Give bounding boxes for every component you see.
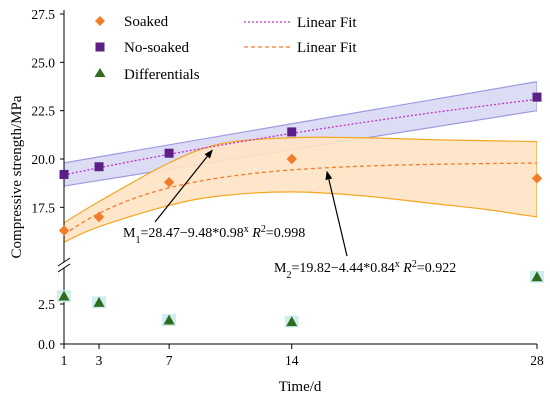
legend-differentials-marker <box>94 68 106 77</box>
legend-item-soaked-fit: Linear Fit <box>244 40 357 56</box>
x-tick-label: 7 <box>166 353 173 368</box>
y-tick-label: 20.0 <box>31 152 55 167</box>
nosoaked-point <box>94 162 104 172</box>
annotation-m1-text: M1=28.47−9.48*0.98x R2=0.998 <box>123 224 305 246</box>
y-tick-label: 17.5 <box>31 200 55 215</box>
y-tick-label: 22.5 <box>31 104 55 119</box>
nosoaked-point <box>532 92 542 102</box>
y-tick-label: 27.5 <box>31 7 55 22</box>
nosoaked-fit-curve <box>64 98 537 176</box>
annotation-m1-arrowhead <box>204 149 213 159</box>
differential-point <box>58 290 70 301</box>
legend-item-nosoaked: No-soaked <box>95 40 189 56</box>
annotation-m2-text: M2=19.82−4.44*0.84x R2=0.922 <box>274 259 456 281</box>
x-tick-label: 1 <box>61 353 68 368</box>
axis-break-mark-bottom <box>57 263 71 273</box>
annotation-m1: M1=28.47−9.48*0.98x R2=0.998 <box>123 149 305 246</box>
legend-nosoaked-fit-label: Linear Fit <box>297 15 357 31</box>
nosoaked-point <box>164 148 174 158</box>
x-ticks: 1 3 7 14 28 <box>61 344 544 368</box>
soaked-point <box>93 211 105 223</box>
legend-item-nosoaked-fit: Linear Fit <box>244 15 357 31</box>
y-tick-label: 25.0 <box>31 55 55 70</box>
x-tick-label: 14 <box>285 353 299 368</box>
legend-soaked-label: Soaked <box>124 14 169 30</box>
soaked-confidence-band <box>64 136 537 243</box>
y-tick-label: 2.5 <box>38 297 55 312</box>
soaked-point <box>286 153 297 165</box>
legend-nosoaked-marker <box>95 42 105 52</box>
differential-point <box>163 314 175 325</box>
x-axis-title: Time/d <box>279 379 322 395</box>
y-axis-title: Compressive strength/MPa <box>9 95 25 258</box>
differential-point <box>531 271 543 282</box>
y-tick-label: 0.0 <box>38 337 55 352</box>
legend-item-differentials: Differentials <box>94 67 200 83</box>
legend-soaked-fit-label: Linear Fit <box>297 40 357 56</box>
axis-break-mark-top <box>57 257 71 267</box>
soaked-fit-curve <box>64 162 537 236</box>
soaked-point <box>531 173 543 184</box>
nosoaked-point <box>287 127 297 137</box>
annotation-m2-arrow <box>328 179 348 257</box>
annotation-m1-arrow <box>154 155 208 223</box>
annotation-m2-arrowhead <box>325 170 333 181</box>
legend-nosoaked-label: No-soaked <box>124 40 189 56</box>
data-markers <box>57 92 544 328</box>
legend: Soaked No-soaked Differentials Linear Fi… <box>94 14 357 83</box>
y-ticks: 17.5 20.0 22.5 25.0 27.5 0.0 2.5 <box>31 7 64 352</box>
legend-item-soaked: Soaked <box>95 14 169 30</box>
annotation-m2: M2=19.82−4.44*0.84x R2=0.922 <box>274 170 456 281</box>
differential-point <box>286 316 298 327</box>
nosoaked-point <box>59 169 69 179</box>
soaked-point <box>163 177 175 188</box>
x-tick-label: 28 <box>530 353 544 368</box>
legend-differentials-label: Differentials <box>124 67 200 83</box>
x-tick-label: 3 <box>96 353 103 368</box>
legend-soaked-marker <box>95 16 105 26</box>
differential-point <box>93 296 105 307</box>
axes <box>57 10 537 345</box>
soaked-point <box>58 225 70 236</box>
